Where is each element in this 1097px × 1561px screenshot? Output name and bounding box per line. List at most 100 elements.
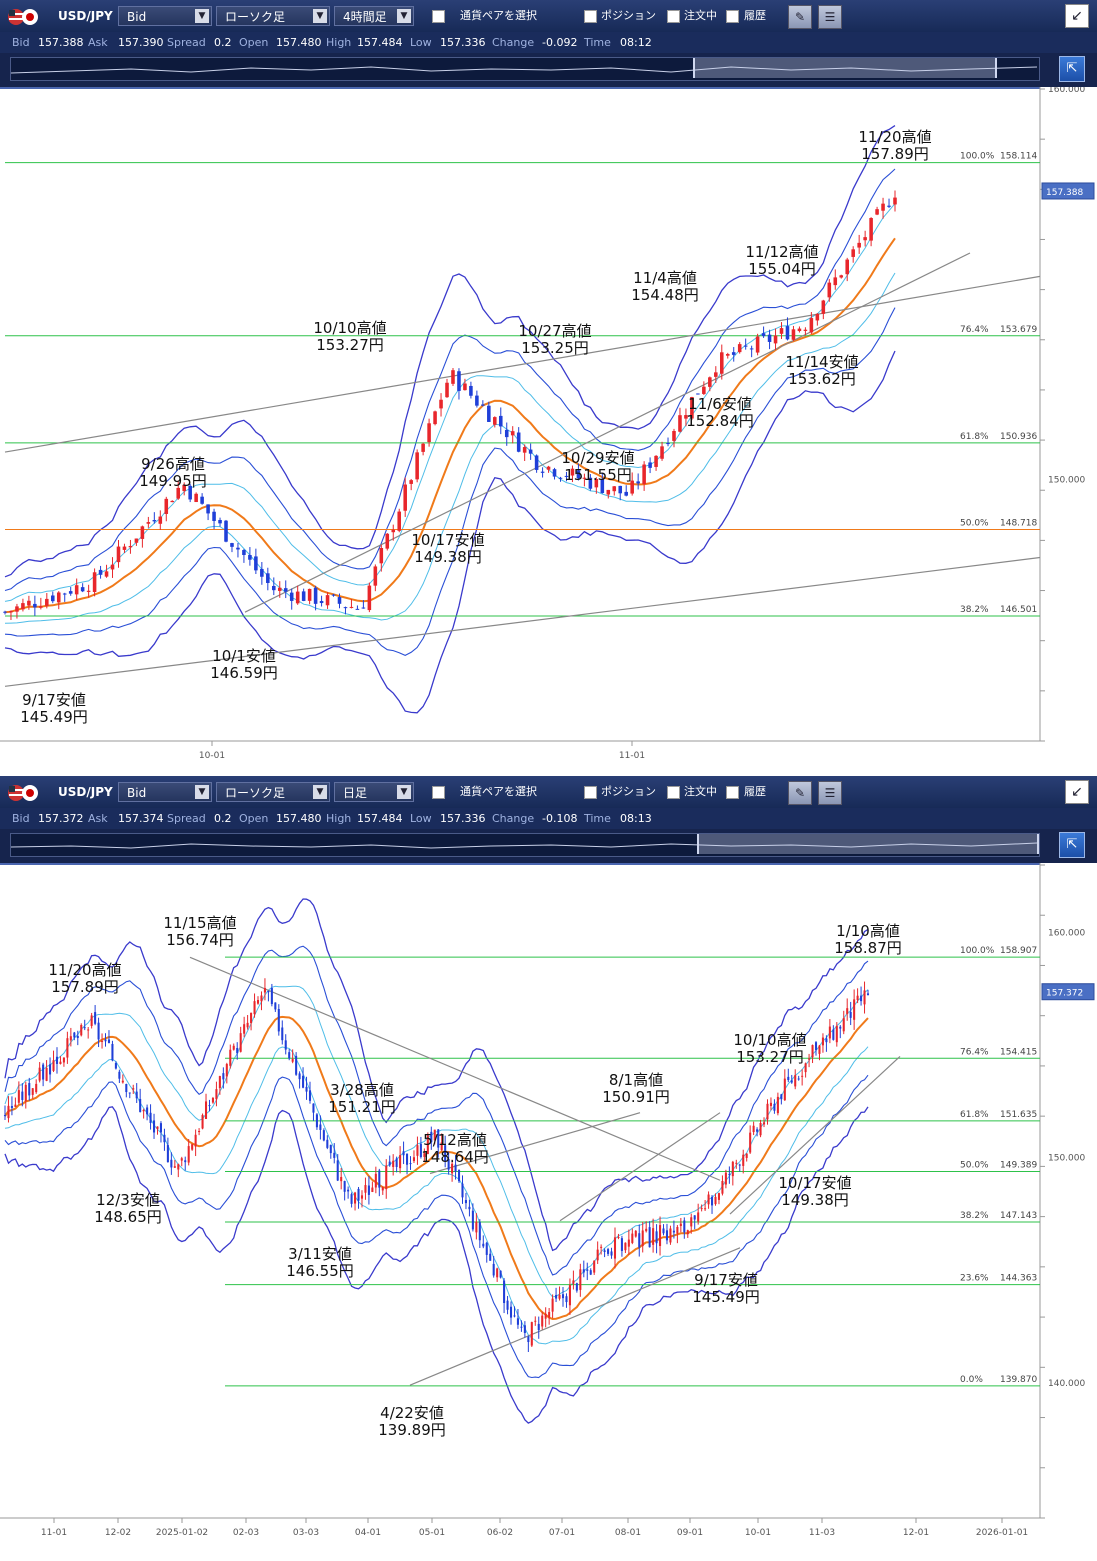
candle-body <box>14 1104 17 1107</box>
price-chart-4h[interactable]: 100.0% 158.114 76.4% 153.679 61.8% 150.936 50.… <box>0 87 1097 776</box>
candle-body <box>59 1061 62 1064</box>
history-checkbox[interactable] <box>726 786 739 799</box>
candle-body <box>738 1164 741 1166</box>
navigator-track[interactable] <box>10 57 1040 81</box>
navigator-track[interactable] <box>10 833 1040 857</box>
x-tick-label: 03-03 <box>293 1528 319 1538</box>
trend-line <box>429 1112 641 1175</box>
change-label: Change <box>492 812 535 825</box>
candle-body <box>27 600 31 606</box>
candle-body <box>534 1320 537 1322</box>
candle-body <box>839 275 844 278</box>
annotation-label: 9/26高値 <box>141 455 205 473</box>
pair-select-checkbox[interactable] <box>432 10 445 23</box>
fibonacci-price-label: 149.389 <box>1000 1160 1037 1170</box>
candle-body <box>492 1263 495 1276</box>
candle-body <box>759 1122 762 1136</box>
candle-body <box>828 1026 831 1039</box>
candle-body <box>881 203 885 211</box>
draw-tool-icon[interactable]: ✎ <box>788 781 812 805</box>
candle-body <box>745 1153 748 1158</box>
candle-body <box>666 442 670 445</box>
candle-body <box>833 277 838 286</box>
collapse-arrow-icon[interactable]: ↙ <box>1065 4 1089 28</box>
candle-body <box>510 431 515 436</box>
candle-body <box>104 571 109 577</box>
annotation-price: 158.87円 <box>834 939 902 957</box>
high-label: High <box>326 36 352 49</box>
draw-tool-icon[interactable]: ✎ <box>788 5 812 29</box>
candle-body <box>835 1025 838 1043</box>
chart-kind-select[interactable]: ローソク足 ▼ <box>216 782 330 802</box>
timeframe-select[interactable]: 日足 ▼ <box>334 782 414 802</box>
candle-body <box>766 1103 769 1120</box>
fibonacci-percent-label: 76.4% <box>960 1047 989 1057</box>
candle-body <box>485 1242 488 1255</box>
candle-body <box>204 1101 208 1119</box>
annotation-price: 157.89円 <box>51 978 119 996</box>
candle-body <box>893 197 897 205</box>
pair-select-label[interactable]: 通貨ペアを選択 <box>460 785 537 798</box>
settings-panel-icon[interactable]: ☰ <box>818 5 842 29</box>
chart-kind-select[interactable]: ローソク足 ▼ <box>216 6 330 26</box>
candle-body <box>444 1145 447 1162</box>
candle-body <box>755 336 760 353</box>
candle-body <box>579 1269 582 1290</box>
bollinger-mid-band-upper <box>4 945 869 1276</box>
price-type-select[interactable]: Bid ▼ <box>118 6 212 26</box>
candle-body <box>551 1298 554 1312</box>
pair-select-checkbox[interactable] <box>432 786 445 799</box>
annotation-price: 148.65円 <box>94 1208 162 1226</box>
pair-select-label[interactable]: 通貨ペアを選択 <box>460 9 537 22</box>
range-navigator[interactable]: ⇱ <box>0 53 1097 89</box>
candle-body <box>164 498 169 514</box>
candle-body <box>426 1135 429 1155</box>
candle-body <box>284 1040 287 1050</box>
timeframe-select[interactable]: 4時間足 ▼ <box>334 6 414 26</box>
candle-body <box>191 1144 194 1150</box>
bid-value: 157.388 <box>38 36 84 49</box>
navigator-thumb[interactable] <box>693 58 997 78</box>
candle-body <box>752 1125 755 1133</box>
candle-body <box>340 1176 343 1182</box>
candle-body <box>846 1008 849 1015</box>
candle-body <box>565 1296 568 1303</box>
bollinger-outer-band-upper <box>4 125 896 578</box>
candle-body <box>457 371 461 391</box>
candle-body <box>851 249 855 257</box>
candle-body <box>790 1080 793 1083</box>
annotation-price: 151.21円 <box>328 1098 396 1116</box>
candle-body <box>797 1078 800 1080</box>
candle-body <box>388 1161 391 1166</box>
navigator-thumb[interactable] <box>697 834 1039 854</box>
orders-checkbox[interactable] <box>667 786 680 799</box>
candle-body <box>128 1092 131 1094</box>
zoom-reset-icon[interactable]: ⇱ <box>1059 56 1085 82</box>
candle-body <box>586 1269 589 1271</box>
position-checkbox[interactable] <box>584 786 597 799</box>
fibonacci-price-label: 158.114 <box>1000 152 1037 162</box>
candle-body <box>630 480 634 494</box>
range-navigator[interactable]: ⇱ <box>0 829 1097 865</box>
zoom-reset-icon[interactable]: ⇱ <box>1059 832 1085 858</box>
candle-body <box>516 1318 519 1325</box>
candle-body <box>731 1161 734 1177</box>
price-chart-daily[interactable]: 100.0% 158.907 76.4% 154.415 61.8% 151.635 50.… <box>0 863 1097 1561</box>
candle-body <box>636 481 640 484</box>
annotation-price: 152.84円 <box>686 412 754 430</box>
candle-body <box>665 1230 669 1241</box>
candle-body <box>373 566 378 586</box>
history-checkbox[interactable] <box>726 10 739 23</box>
candle-body <box>128 545 133 548</box>
candle-body <box>808 1058 811 1060</box>
annotation-label: 11/14安値 <box>785 353 858 371</box>
candle-body <box>430 1131 433 1143</box>
collapse-arrow-icon[interactable]: ↙ <box>1065 780 1089 804</box>
price-type-select[interactable]: Bid ▼ <box>118 782 212 802</box>
history-label: 履歴 <box>744 785 766 798</box>
orders-checkbox[interactable] <box>667 10 680 23</box>
position-checkbox[interactable] <box>584 10 597 23</box>
settings-panel-icon[interactable]: ☰ <box>818 781 842 805</box>
candle-body <box>530 1322 533 1346</box>
low-value: 157.336 <box>440 36 486 49</box>
